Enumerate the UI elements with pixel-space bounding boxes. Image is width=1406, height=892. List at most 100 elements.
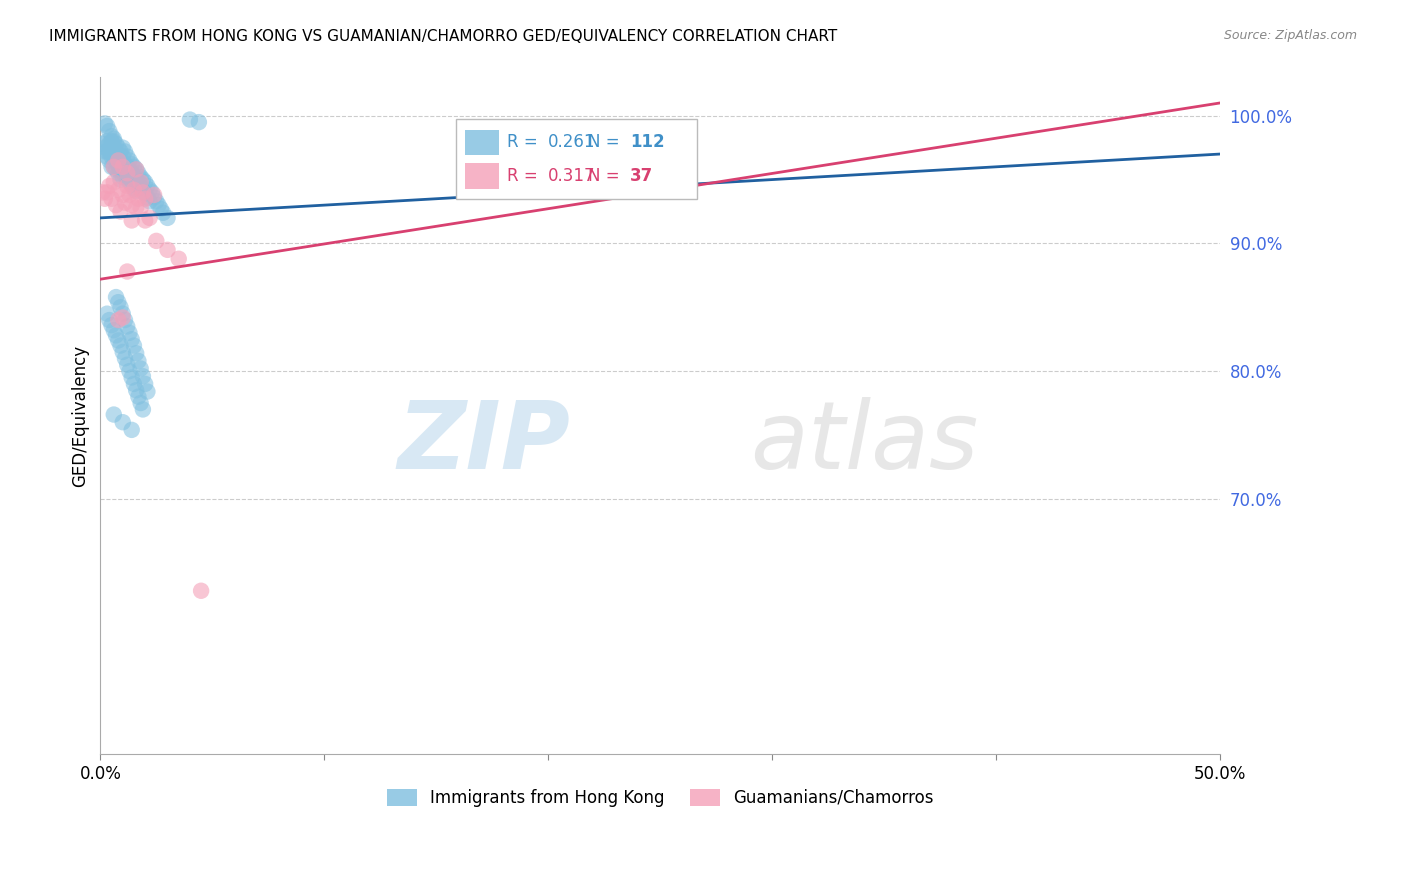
- Point: [115, 171, 138, 186]
- Point: [94, 192, 117, 206]
- Point: [138, 183, 160, 197]
- Point: [145, 194, 167, 209]
- Point: [98, 124, 121, 138]
- Point: [107, 153, 129, 168]
- Point: [98, 136, 121, 151]
- Point: [127, 166, 149, 180]
- Point: [125, 184, 148, 198]
- Point: [96, 307, 118, 321]
- Point: [127, 192, 149, 206]
- Point: [100, 318, 122, 333]
- Point: [103, 323, 125, 337]
- Point: [115, 166, 138, 180]
- Point: [125, 384, 148, 398]
- Point: [115, 319, 138, 334]
- Point: [91, 186, 114, 200]
- Point: [96, 134, 118, 148]
- Point: [134, 186, 156, 201]
- Point: [103, 160, 125, 174]
- Point: [136, 190, 159, 204]
- Text: atlas: atlas: [749, 398, 979, 489]
- Point: [127, 177, 149, 191]
- Point: [118, 188, 141, 202]
- Point: [114, 145, 136, 159]
- Text: ZIP: ZIP: [398, 397, 571, 489]
- Point: [96, 186, 118, 200]
- Point: [111, 150, 134, 164]
- Point: [125, 172, 148, 186]
- Point: [122, 181, 145, 195]
- Point: [105, 162, 128, 177]
- Point: [114, 169, 136, 183]
- Point: [149, 202, 172, 216]
- Y-axis label: GED/Equivalency: GED/Equivalency: [72, 345, 89, 487]
- Point: [96, 145, 118, 159]
- Point: [132, 184, 155, 198]
- Point: [110, 204, 132, 219]
- Point: [125, 201, 148, 215]
- Legend: Immigrants from Hong Kong, Guamanians/Chamorros: Immigrants from Hong Kong, Guamanians/Ch…: [380, 782, 941, 814]
- Point: [145, 234, 167, 248]
- Point: [141, 186, 163, 200]
- Point: [136, 178, 159, 193]
- Point: [105, 198, 128, 212]
- Point: [125, 162, 148, 177]
- Point: [105, 153, 128, 168]
- Point: [118, 175, 141, 189]
- FancyBboxPatch shape: [457, 120, 697, 199]
- Point: [132, 402, 155, 417]
- Text: 112: 112: [630, 134, 665, 152]
- Point: [107, 150, 129, 164]
- Point: [138, 194, 160, 209]
- Point: [111, 345, 134, 359]
- Point: [114, 351, 136, 366]
- Point: [156, 211, 179, 225]
- Point: [107, 334, 129, 348]
- Point: [100, 129, 122, 144]
- Point: [129, 175, 152, 189]
- Point: [167, 252, 190, 266]
- Point: [111, 307, 134, 321]
- Point: [105, 145, 128, 159]
- Point: [114, 313, 136, 327]
- Point: [96, 119, 118, 133]
- Point: [94, 116, 117, 130]
- Point: [121, 370, 143, 384]
- Text: 37: 37: [630, 167, 654, 186]
- Point: [115, 150, 138, 164]
- Point: [129, 361, 152, 376]
- FancyBboxPatch shape: [465, 163, 499, 189]
- Point: [121, 166, 143, 180]
- Point: [125, 162, 148, 177]
- Point: [115, 160, 138, 174]
- Point: [121, 213, 143, 227]
- Point: [107, 166, 129, 180]
- Point: [125, 346, 148, 360]
- Point: [98, 153, 121, 168]
- Point: [107, 183, 129, 197]
- Point: [118, 153, 141, 168]
- Point: [179, 112, 201, 127]
- Point: [132, 369, 155, 384]
- Point: [98, 178, 121, 193]
- Point: [148, 198, 170, 212]
- Point: [122, 169, 145, 184]
- Point: [98, 313, 121, 327]
- Point: [134, 213, 156, 227]
- Point: [121, 332, 143, 346]
- Point: [129, 396, 152, 410]
- Point: [111, 160, 134, 174]
- Point: [110, 162, 132, 177]
- Point: [91, 136, 114, 151]
- Point: [129, 201, 152, 215]
- Text: N =: N =: [589, 134, 626, 152]
- Point: [103, 134, 125, 148]
- Point: [100, 192, 122, 206]
- Point: [115, 264, 138, 278]
- Point: [103, 132, 125, 146]
- Point: [111, 160, 134, 174]
- Point: [103, 150, 125, 164]
- Point: [134, 192, 156, 206]
- Point: [111, 415, 134, 429]
- Point: [118, 326, 141, 340]
